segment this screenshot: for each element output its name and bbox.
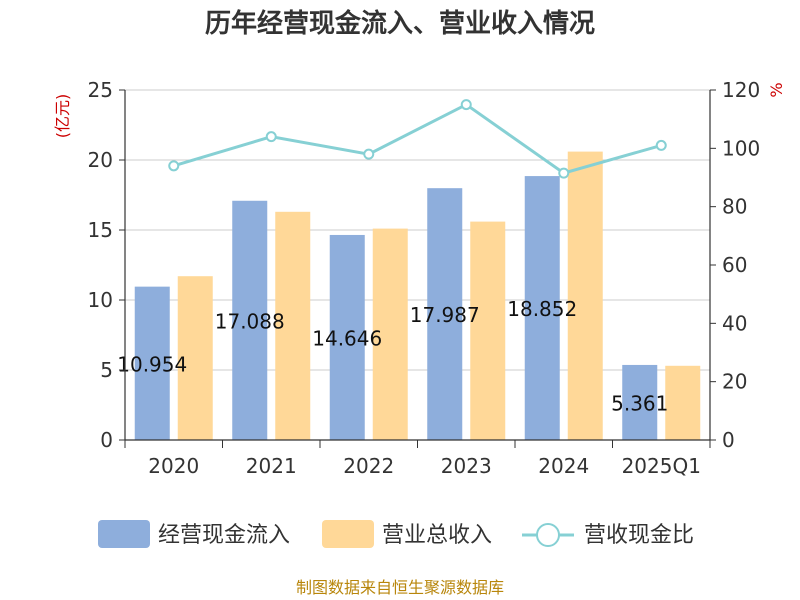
legend-label-cash-inflow: 经营现金流入 (158, 523, 290, 548)
right-tick-label: 120 (722, 78, 760, 102)
right-tick-label: 40 (722, 311, 747, 335)
left-tick-label: 0 (100, 428, 113, 452)
axes: 0 5 10 15 20 25 0 20 40 60 80 100 120 2020 2021 2022 202… (88, 78, 761, 478)
right-tick-label: 20 (722, 370, 747, 394)
ratio-line (168, 99, 667, 179)
source-note: 制图数据来自恒生聚源数据库 (296, 578, 504, 597)
legend: 经营现金流入 营业总收入 营收现金比 (98, 520, 694, 548)
legend-marker-ratio (536, 523, 560, 547)
left-tick-label: 15 (88, 218, 113, 242)
ratio-point (363, 148, 375, 160)
bar-cash-inflow (524, 176, 560, 440)
ratio-point (558, 167, 570, 179)
right-axis-unit: % (767, 82, 786, 97)
ratio-point (655, 139, 667, 151)
bar-cash-inflow (622, 364, 658, 440)
right-tick-label: 0 (722, 428, 735, 452)
bar-cash-inflow (329, 234, 365, 440)
left-tick-label: 5 (100, 358, 113, 382)
bar-cash-inflow (232, 200, 268, 440)
chart-title: 历年经营现金流入、营业收入情况 (205, 8, 595, 39)
right-tick-label: 60 (722, 253, 747, 277)
legend-label-revenue: 营业总收入 (382, 523, 492, 548)
left-tick-label: 25 (88, 78, 113, 102)
x-tick-label: 2022 (343, 454, 394, 478)
left-axis-unit: (亿元) (53, 94, 72, 139)
data-label: 5.361 (611, 391, 668, 415)
right-tick-label: 80 (722, 195, 747, 219)
data-label: 17.088 (215, 309, 285, 333)
x-tick-label: 2025Q1 (622, 454, 701, 478)
left-tick-label: 10 (88, 288, 113, 312)
bar-revenue (567, 151, 603, 440)
bar-revenue (275, 211, 311, 440)
data-label: 14.646 (312, 326, 382, 350)
left-tick-label: 20 (88, 148, 113, 172)
legend-swatch-revenue (322, 520, 374, 548)
data-label: 10.954 (117, 352, 187, 376)
ratio-point (168, 160, 180, 172)
bar-cash-inflow (134, 286, 170, 440)
x-tick-label: 2020 (148, 454, 199, 478)
bar-revenue (665, 365, 701, 440)
x-tick-label: 2023 (441, 454, 492, 478)
bar-revenue (372, 228, 408, 440)
legend-label-ratio: 营收现金比 (584, 523, 694, 548)
x-tick-label: 2024 (538, 454, 589, 478)
right-tick-label: 100 (722, 136, 760, 160)
ratio-point (460, 99, 472, 111)
bar-cash-inflow (427, 188, 463, 440)
bars (134, 151, 701, 440)
data-labels: 10.954 17.088 14.646 17.987 18.852 5.361 (117, 297, 668, 415)
data-label: 18.852 (507, 297, 577, 321)
ratio-polyline (173, 102, 662, 175)
ratio-point (265, 131, 277, 143)
data-label: 17.987 (410, 303, 480, 327)
legend-swatch-cash-inflow (98, 520, 150, 548)
x-tick-label: 2021 (246, 454, 297, 478)
bar-revenue (177, 276, 213, 440)
bar-revenue (470, 221, 506, 440)
